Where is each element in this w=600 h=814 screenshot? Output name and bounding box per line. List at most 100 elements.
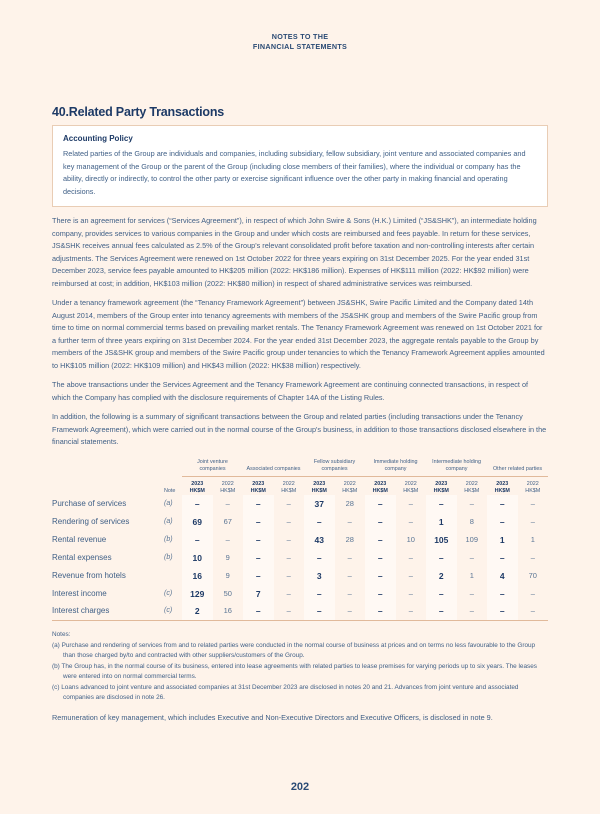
value-cell: 70	[528, 570, 537, 580]
value-cell: –	[365, 584, 396, 603]
value-cell: –	[365, 548, 396, 567]
row-label: Revenue from hotels	[52, 570, 126, 580]
table-row: Revenue from hotels 16 9 – – 3 – – – 2 1 4 70	[52, 566, 548, 585]
value-cell: 2	[182, 602, 213, 621]
value-cell: –	[530, 516, 535, 526]
value-cell: –	[286, 516, 291, 526]
value-cell: 37	[304, 494, 335, 513]
unit-label: HK$M	[464, 487, 480, 494]
row-label: Purchase of services	[52, 498, 127, 508]
value-cell: –	[304, 512, 335, 531]
table-row: Rental revenue (b) – – – –43 28–10 105 109 1 1	[52, 530, 548, 549]
row-label: Rental expenses	[52, 552, 112, 562]
value-cell: 50	[223, 588, 232, 598]
related-party-table: Joint venture companies Associated compan…	[52, 458, 549, 621]
row-note	[164, 567, 182, 585]
header-spacer	[52, 459, 182, 477]
unit-label: HK$M	[525, 487, 541, 494]
accounting-policy-box: Accounting Policy Related parties of the…	[52, 125, 548, 207]
policy-heading: Accounting Policy	[63, 134, 133, 143]
notes-heading: Notes:	[52, 631, 71, 638]
value-cell: –	[304, 602, 335, 621]
year-label: 2022	[343, 480, 356, 487]
year-header-2022: 2022 HK$M	[274, 476, 305, 495]
value-cell: –	[182, 530, 213, 549]
year-header-2023: 2023 HK$M	[182, 476, 213, 495]
paragraph-tenancy-agreement: Under a tenancy framework agreement (the…	[52, 298, 545, 370]
table-row: Purchase of services (a) – – – – 37 28 – – – – – –	[52, 494, 548, 513]
value-cell: –	[243, 566, 274, 585]
value-cell: 28	[345, 534, 354, 544]
value-cell: 10	[182, 548, 213, 567]
value-cell: –	[469, 588, 474, 598]
year-label: 2023	[191, 480, 204, 487]
value-cell: –	[487, 584, 518, 603]
value-cell: –	[225, 498, 230, 508]
value-cell: –	[286, 498, 291, 508]
row-note: (c)	[164, 589, 173, 597]
row-label: Rendering of services	[52, 516, 130, 526]
value-cell: 2	[426, 566, 457, 585]
value-cell: –	[286, 570, 291, 580]
value-cell: 1	[487, 530, 518, 549]
value-cell: –	[426, 548, 457, 567]
value-cell: –	[286, 588, 291, 598]
note-column-header: Note	[164, 487, 176, 494]
value-cell: –	[487, 548, 518, 567]
year-header-2023: 2023 HK$M	[243, 476, 274, 495]
column-group-header: Intermediate holding company	[426, 458, 488, 477]
value-cell: –	[273, 602, 304, 621]
value-cell: –	[530, 552, 535, 562]
unit-label: HK$M	[403, 487, 419, 494]
unit-label: HK$M	[281, 487, 297, 494]
column-group-header: Immediate holding company	[365, 458, 427, 477]
column-group-header: Associated companies	[243, 458, 304, 477]
value-cell: –	[304, 584, 335, 603]
row-note: (b)	[164, 553, 173, 561]
unit-label: HK$M	[494, 487, 510, 494]
year-label: 2023	[496, 480, 509, 487]
year-header-2023: 2023 HK$M	[426, 476, 457, 495]
year-header-2022: 2022 HK$M	[457, 476, 488, 495]
value-cell: 7	[243, 584, 274, 603]
year-label: 2023	[435, 480, 448, 487]
value-cell: 67	[223, 516, 232, 526]
unit-label: HK$M	[250, 487, 266, 494]
year-header-2022: 2022 HK$M	[396, 476, 427, 495]
value-cell: 3	[304, 566, 335, 585]
year-label: 2022	[221, 480, 234, 487]
value-cell: –	[530, 588, 535, 598]
year-header-2023: 2023 HK$M	[365, 476, 396, 495]
paragraph-summary: In addition, the following is a summary …	[52, 412, 547, 446]
notes: Notes: (a) Purchase and rendering of ser…	[52, 630, 548, 703]
unit-label: HK$M	[189, 487, 205, 494]
value-cell: –	[365, 494, 396, 513]
year-header-2022: 2022 HK$M	[518, 476, 549, 495]
value-cell: –	[517, 602, 549, 621]
year-header-2023: 2023 HK$M	[487, 476, 518, 495]
value-cell: –	[243, 548, 274, 567]
row-note: (c)	[164, 602, 182, 621]
value-cell: 1	[469, 570, 474, 580]
value-cell: –	[347, 570, 352, 580]
value-cell: –	[365, 566, 396, 585]
year-label: 2023	[252, 480, 265, 487]
unit-label: HK$M	[220, 487, 236, 494]
value-cell: 9	[225, 552, 230, 562]
header-line-2: FINANCIAL STATEMENTS	[252, 42, 348, 51]
value-cell: –	[347, 516, 352, 526]
value-cell: –	[395, 602, 427, 621]
column-group-header: Joint venture companies	[182, 458, 243, 477]
header-line-1: NOTES TO THE	[271, 32, 329, 41]
value-cell: 10	[406, 534, 415, 544]
year-header-2022: 2022 HK$M	[335, 476, 366, 495]
value-cell: –	[408, 498, 413, 508]
value-cell: 28	[345, 498, 354, 508]
year-header-2022: 2022 HK$M	[213, 476, 244, 495]
note-a: (a) Purchase and rendering of services f…	[52, 642, 536, 659]
unit-label: HK$M	[311, 487, 327, 494]
value-cell: –	[487, 494, 518, 513]
value-cell: –	[286, 534, 291, 544]
value-cell: –	[408, 516, 413, 526]
